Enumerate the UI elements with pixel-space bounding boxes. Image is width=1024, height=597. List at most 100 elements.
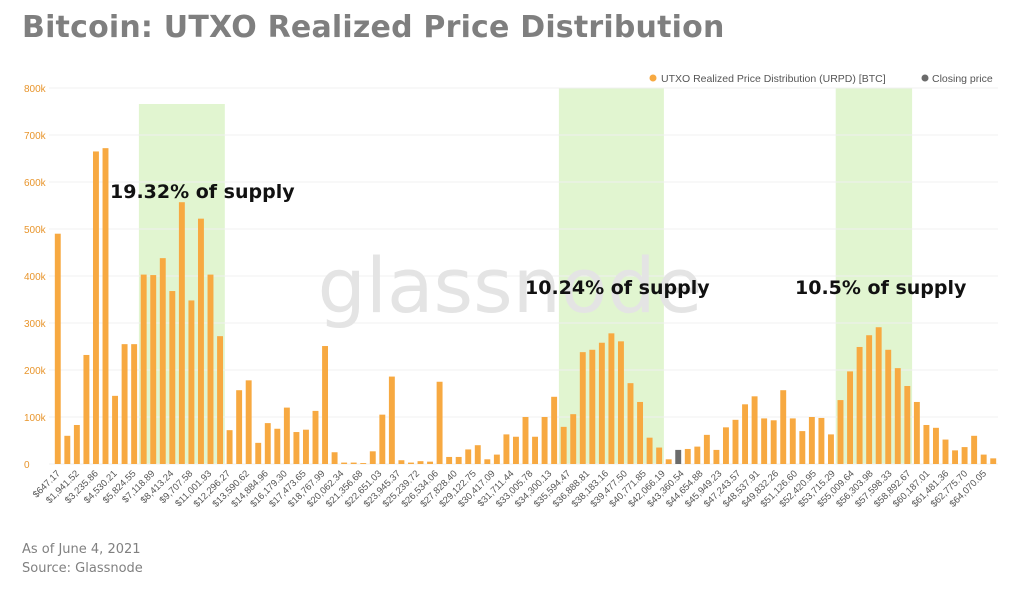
y-tick-label: 700k — [24, 131, 47, 142]
chart-title: Bitcoin: UTXO Realized Price Distributio… — [22, 10, 725, 45]
urpd-bar — [217, 336, 224, 464]
urpd-bar — [742, 404, 749, 464]
urpd-bar — [904, 385, 911, 464]
urpd-bar — [131, 344, 138, 464]
urpd-bar — [560, 426, 567, 464]
urpd-bar — [952, 450, 959, 464]
legend-swatch-urpd — [649, 74, 657, 82]
urpd-bar — [598, 342, 605, 464]
urpd-bar — [589, 349, 596, 464]
supply-annotation: 10.24% of supply — [525, 277, 710, 299]
urpd-bar — [64, 435, 71, 464]
urpd-bar — [608, 333, 615, 464]
urpd-bar — [913, 401, 920, 464]
urpd-bar — [150, 275, 157, 464]
urpd-bar — [875, 327, 882, 464]
urpd-bar — [732, 419, 739, 464]
as-of-date: As of June 4, 2021 — [22, 542, 141, 557]
urpd-bar — [761, 418, 768, 464]
urpd-bar — [283, 407, 290, 464]
urpd-bar — [971, 435, 978, 464]
urpd-bar — [455, 456, 462, 464]
urpd-bar — [369, 451, 376, 464]
urpd-bar — [570, 414, 577, 464]
urpd-bar — [885, 349, 892, 464]
y-tick-label: 400k — [24, 272, 47, 283]
y-tick-label: 600k — [24, 178, 47, 189]
urpd-bar — [484, 459, 491, 464]
urpd-bar — [579, 352, 586, 464]
y-axis: 0 100k 200k 300k 400k 500k 600k 700k 800k — [24, 84, 47, 471]
urpd-bar — [302, 429, 309, 464]
urpd-bar — [856, 346, 863, 464]
urpd-bar — [818, 417, 825, 464]
urpd-bar — [255, 442, 262, 464]
urpd-bar — [894, 368, 901, 464]
urpd-bar — [245, 380, 252, 464]
urpd-bar — [627, 383, 634, 464]
legend-label-closing[interactable]: Closing price — [932, 73, 993, 85]
closing-price-bar — [675, 449, 682, 464]
urpd-bar — [837, 400, 844, 464]
urpd-bar — [703, 434, 710, 464]
urpd-bar — [780, 390, 787, 464]
urpd-bar — [551, 396, 558, 464]
urpd-bar — [341, 462, 348, 464]
urpd-bar — [751, 396, 758, 464]
urpd-bar — [436, 381, 443, 464]
urpd-bar — [73, 424, 80, 464]
urpd-bar — [331, 452, 338, 464]
urpd-bar — [274, 428, 281, 464]
urpd-bar — [990, 458, 997, 464]
urpd-bar — [532, 436, 539, 464]
supply-annotation: 19.32% of supply — [110, 181, 295, 203]
urpd-bar — [541, 417, 548, 464]
watermark: glassnode — [318, 241, 703, 330]
urpd-bar — [427, 461, 434, 464]
x-axis: $647.17$1,941.52$3,235.86$4,530.21$5,824… — [31, 468, 989, 509]
urpd-bar — [178, 202, 185, 464]
y-tick-label: 100k — [24, 413, 47, 424]
urpd-bar — [808, 417, 815, 464]
y-tick-label: 200k — [24, 366, 47, 377]
urpd-bar — [656, 447, 663, 464]
urpd-bar — [197, 218, 204, 464]
annotations: 19.32% of supply 10.24% of supply 10.5% of… — [110, 181, 967, 299]
urpd-bar — [54, 233, 61, 464]
y-tick-label: 300k — [24, 319, 47, 330]
source-note: Source: Glassnode — [22, 561, 143, 576]
urpd-bar — [407, 462, 414, 464]
urpd-bar — [350, 462, 357, 464]
urpd-bar — [159, 258, 166, 464]
legend-label-urpd[interactable]: UTXO Realized Price Distribution (URPD) … — [661, 73, 886, 85]
urpd-bar — [694, 446, 701, 464]
urpd-bar — [665, 459, 672, 464]
urpd-bar — [207, 274, 214, 464]
urpd-bar — [465, 449, 472, 464]
urpd-bar — [789, 418, 796, 464]
urpd-bar — [512, 436, 519, 464]
urpd-bar — [847, 371, 854, 464]
urpd-bar — [312, 410, 319, 464]
urpd-bar — [188, 300, 195, 464]
y-tick-label: 0 — [24, 460, 30, 471]
urpd-bar — [932, 427, 939, 464]
urpd-bar — [474, 445, 481, 464]
bar-series — [54, 148, 997, 464]
urpd-bar — [417, 461, 424, 464]
urpd-bar — [942, 439, 949, 464]
urpd-bar — [770, 420, 777, 464]
urpd-bar — [961, 447, 968, 464]
urpd-bar — [684, 448, 691, 464]
urpd-bar — [360, 463, 367, 464]
urpd-bar — [398, 460, 405, 464]
urpd-bar — [646, 437, 653, 464]
urpd-bar — [617, 341, 624, 464]
urpd-bar — [226, 430, 233, 464]
footer: As of June 4, 2021 Source: Glassnode — [22, 540, 143, 578]
urpd-bar — [493, 454, 500, 464]
urpd-bar — [827, 434, 834, 464]
urpd-bar — [722, 427, 729, 464]
urpd-bar — [112, 395, 119, 464]
